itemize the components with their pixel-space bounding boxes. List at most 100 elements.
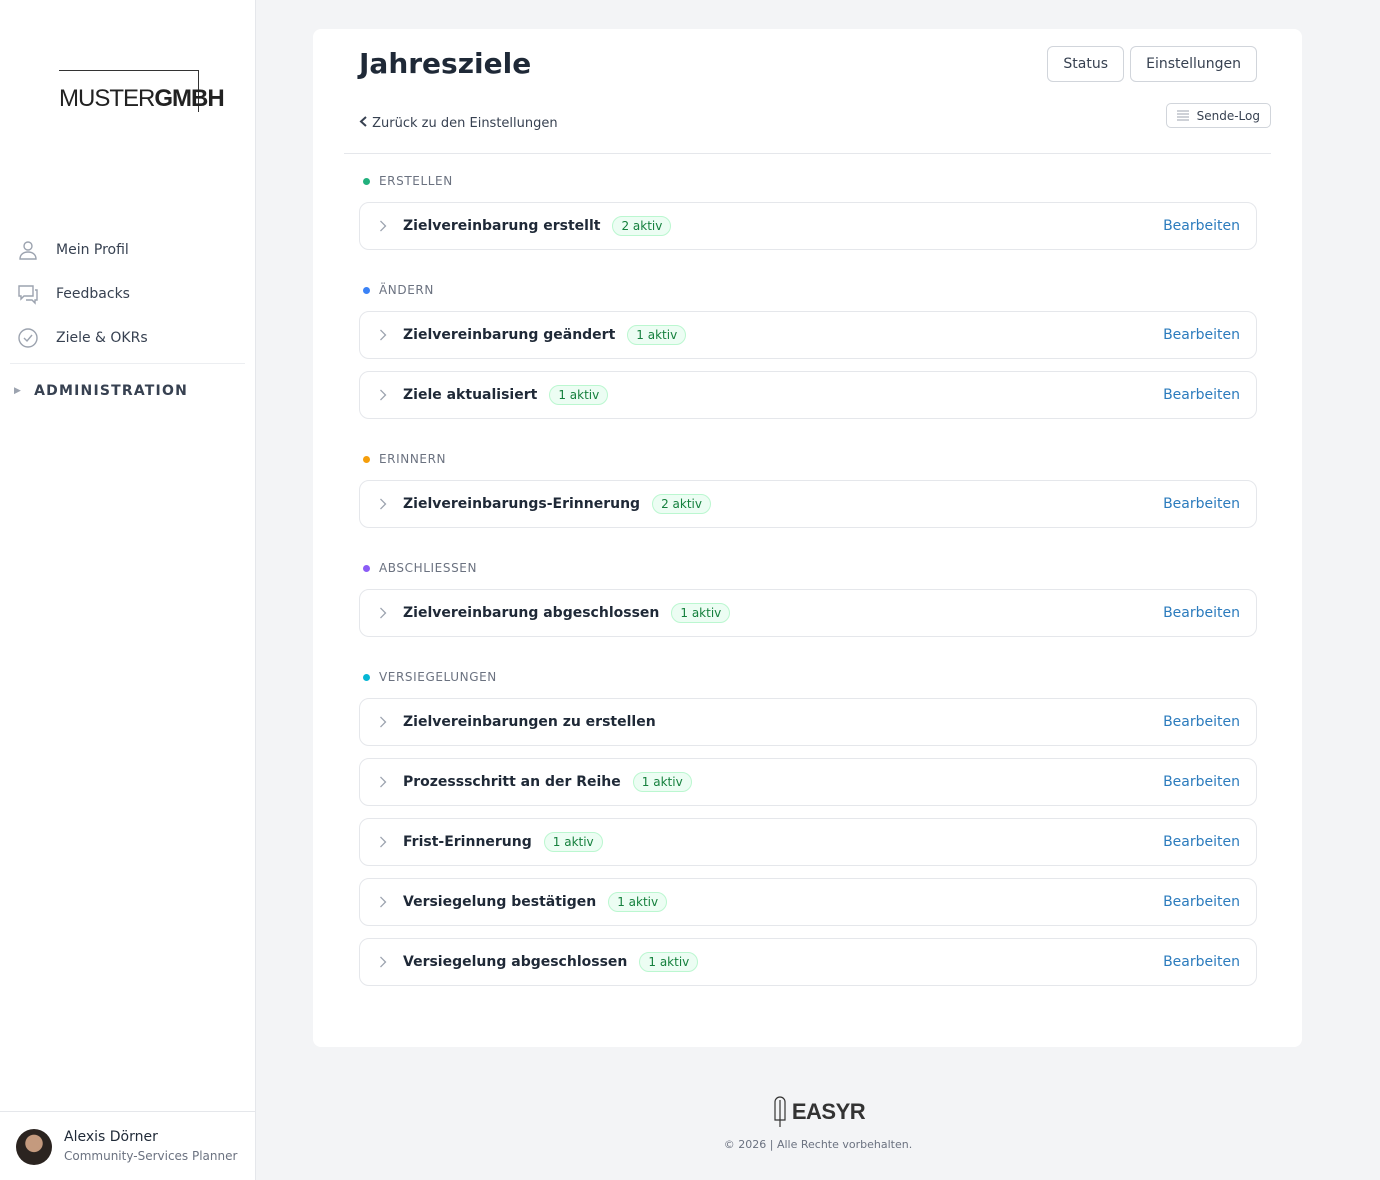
status-badge: 1 aktiv bbox=[608, 892, 668, 912]
edit-link[interactable]: Bearbeiten bbox=[1163, 327, 1240, 343]
brand-text: EASYR bbox=[791, 1099, 866, 1124]
chevron bbox=[380, 776, 387, 788]
rule-name: Frist-Erinnerung bbox=[403, 834, 532, 850]
feedback-icon bbox=[18, 285, 38, 305]
nav-label: Mein Profil bbox=[56, 242, 129, 258]
sidebar: MUSTERGMBH Mein Profil Feedbacks Ziele &… bbox=[0, 0, 256, 1180]
status-badge: 1 aktiv bbox=[632, 772, 692, 792]
rule-row[interactable]: Zielvereinbarung abgeschlossen 1 aktiv Bea… bbox=[359, 589, 1257, 637]
status-badge: 1 aktiv bbox=[543, 832, 603, 852]
group: ÄNDERN Zielvereinbarung geändert 1 aktiv Be… bbox=[359, 280, 1257, 419]
status-badge: 1 aktiv bbox=[627, 325, 687, 345]
back-icon bbox=[359, 116, 367, 127]
divider bbox=[344, 153, 1271, 154]
edit-link[interactable]: Bearbeiten bbox=[1163, 496, 1240, 512]
rule-row[interactable]: Zielvereinbarung geändert 1 aktiv Bearbeit… bbox=[359, 311, 1257, 359]
chevron bbox=[380, 956, 387, 968]
nav-item[interactable]: Feedbacks bbox=[0, 272, 256, 316]
group: ERSTELLEN Zielvereinbarung erstellt 2 akti… bbox=[359, 171, 1257, 250]
group-dot bbox=[363, 286, 370, 294]
page-title: Jahresziele bbox=[359, 47, 532, 80]
edit-link[interactable]: Bearbeiten bbox=[1163, 387, 1240, 403]
nav-item[interactable]: Mein Profil bbox=[0, 228, 256, 272]
back-text: Zurück zu den Einstellungen bbox=[372, 116, 558, 131]
rule-row[interactable]: Zielvereinbarungen zu erstellen Bearbeite… bbox=[359, 698, 1257, 746]
logo-bold: GMBH bbox=[154, 85, 224, 112]
rule-name: Zielvereinbarung erstellt bbox=[403, 218, 601, 234]
rule-name: Zielvereinbarung abgeschlossen bbox=[403, 605, 660, 621]
edit-link[interactable]: Bearbeiten bbox=[1163, 774, 1240, 790]
goals-icon bbox=[18, 328, 38, 348]
group-dot bbox=[363, 673, 370, 681]
group: VERSIEGELUNGEN Zielvereinbarungen zu erst… bbox=[359, 667, 1257, 986]
rule-name: Versiegelung bestätigen bbox=[403, 894, 597, 910]
group-header: ERSTELLEN bbox=[359, 171, 1257, 191]
log-button[interactable]: Sende-Log bbox=[1165, 103, 1271, 128]
log-text: Sende-Log bbox=[1196, 108, 1260, 123]
rule-row[interactable]: Zielvereinbarungs-Erinnerung 2 aktiv Bearb… bbox=[359, 480, 1257, 528]
chevron bbox=[380, 498, 387, 510]
nav-label: Ziele & OKRs bbox=[56, 330, 148, 346]
rule-row[interactable]: Versiegelung bestätigen 1 aktiv Bearbeiten bbox=[359, 878, 1257, 926]
group-header: ÄNDERN bbox=[359, 280, 1257, 300]
rule-row[interactable]: Frist-Erinnerung 1 aktiv Bearbeiten bbox=[359, 818, 1257, 866]
user-name: Alexis Dörner bbox=[64, 1129, 158, 1145]
rule-row[interactable]: Ziele aktualisiert 1 aktiv Bearbeiten bbox=[359, 371, 1257, 419]
status-button[interactable]: Status bbox=[1047, 46, 1124, 82]
edit-link[interactable]: Bearbeiten bbox=[1163, 834, 1240, 850]
rule-row[interactable]: Versiegelung abgeschlossen 1 aktiv Bearbei… bbox=[359, 938, 1257, 986]
status-badge: 2 aktiv bbox=[612, 216, 672, 236]
logo: MUSTERGMBH bbox=[59, 70, 225, 112]
rule-name: Zielvereinbarungs-Erinnerung bbox=[403, 496, 641, 512]
chevron bbox=[380, 329, 387, 341]
status-badge: 2 aktiv bbox=[652, 494, 711, 514]
chevron bbox=[380, 220, 387, 232]
back-link[interactable]: Zurück zu den Einstellungen bbox=[359, 116, 558, 131]
rule-row[interactable]: Zielvereinbarung erstellt 2 aktiv Bearbeit… bbox=[359, 202, 1257, 250]
edit-link[interactable]: Bearbeiten bbox=[1163, 605, 1240, 621]
group-header: VERSIEGELUNGEN bbox=[359, 667, 1257, 687]
rule-row[interactable]: Prozessschritt an der Reihe 1 aktiv Bearbe… bbox=[359, 758, 1257, 806]
rule-name: Zielvereinbarung geändert bbox=[403, 327, 616, 343]
log-icon bbox=[1176, 110, 1189, 121]
card: Jahresziele Status Einstellungen Zurück … bbox=[313, 29, 1302, 1047]
footer: EASYR © 2026 | Alle Rechte vorbehalten. bbox=[256, 1096, 1380, 1151]
chevron bbox=[380, 836, 387, 848]
brand-icon bbox=[774, 1096, 786, 1127]
brand: EASYR bbox=[771, 1096, 866, 1128]
nav-item[interactable]: Ziele & OKRs bbox=[0, 316, 256, 360]
logo-light: MUSTER bbox=[59, 85, 155, 112]
edit-link[interactable]: Bearbeiten bbox=[1163, 894, 1240, 910]
rule-name: Ziele aktualisiert bbox=[403, 387, 538, 403]
chevron bbox=[380, 716, 387, 728]
group-dot bbox=[363, 564, 370, 572]
nav-label: Feedbacks bbox=[56, 286, 130, 302]
group-header: ABSCHLIESSEN bbox=[359, 558, 1257, 578]
chevron bbox=[380, 896, 387, 908]
rule-name: Versiegelung abgeschlossen bbox=[403, 954, 628, 970]
settings-button[interactable]: Einstellungen bbox=[1130, 46, 1257, 82]
edit-link[interactable]: Bearbeiten bbox=[1163, 714, 1240, 730]
group-label: ÄNDERN bbox=[379, 283, 434, 297]
group-header: ERINNERN bbox=[359, 449, 1257, 469]
section-label: ADMINISTRATION bbox=[34, 383, 188, 399]
edit-link[interactable]: Bearbeiten bbox=[1163, 218, 1240, 234]
profile-icon bbox=[19, 241, 37, 260]
chevron bbox=[380, 389, 387, 401]
status-badge: 1 aktiv bbox=[671, 603, 731, 623]
group-label: ABSCHLIESSEN bbox=[379, 561, 478, 575]
group: ABSCHLIESSEN Zielvereinbarung abgeschloss… bbox=[359, 558, 1257, 637]
group-dot bbox=[363, 177, 370, 185]
status-badge: 1 aktiv bbox=[549, 385, 609, 405]
group-dot bbox=[363, 455, 370, 463]
groups: ERSTELLEN Zielvereinbarung erstellt 2 akti… bbox=[359, 171, 1257, 986]
group-label: ERSTELLEN bbox=[379, 174, 453, 188]
status-badge: 1 aktiv bbox=[639, 952, 699, 972]
chevron bbox=[380, 607, 387, 619]
user-panel[interactable]: Alexis Dörner Community-Services Planner bbox=[0, 1111, 255, 1180]
rule-name: Zielvereinbarungen zu erstellen bbox=[403, 714, 656, 730]
edit-link[interactable]: Bearbeiten bbox=[1163, 954, 1240, 970]
divider bbox=[10, 363, 245, 364]
admin-section[interactable]: ▶ ADMINISTRATION bbox=[14, 383, 188, 399]
